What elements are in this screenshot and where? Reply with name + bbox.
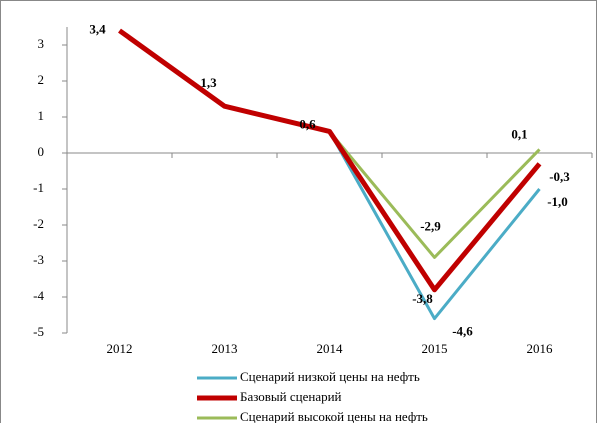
data-label: 0,6 xyxy=(299,116,316,131)
y-tick-label: 0 xyxy=(38,144,45,159)
x-tick-label: 2016 xyxy=(527,341,554,356)
y-tick-label: 1 xyxy=(38,108,45,123)
data-label: -3,8 xyxy=(412,291,433,306)
y-tick-label: -3 xyxy=(33,252,44,267)
y-tick-label: -5 xyxy=(33,324,44,339)
legend-label: Базовый сценарий xyxy=(240,389,342,404)
y-tick-label: -2 xyxy=(33,216,44,231)
y-tick-label: 3 xyxy=(38,36,45,51)
series-line xyxy=(118,28,542,293)
x-tick-label: 2013 xyxy=(212,341,238,356)
x-tick-label: 2012 xyxy=(107,341,133,356)
series-line xyxy=(328,130,541,259)
y-tick-label: -1 xyxy=(33,180,44,195)
series-line xyxy=(328,130,541,321)
x-tick-label: 2014 xyxy=(317,341,344,356)
y-tick-label: 2 xyxy=(38,72,45,87)
data-label: -1,0 xyxy=(547,194,568,209)
x-tick-label: 2015 xyxy=(422,341,448,356)
data-label: 1,3 xyxy=(200,75,217,90)
data-label: -2,9 xyxy=(420,218,441,233)
data-label: -0,3 xyxy=(549,169,570,184)
y-tick-label: -4 xyxy=(33,288,44,303)
data-label: 3,4 xyxy=(89,22,106,37)
legend-label: Сценарий высокой цены на нефть xyxy=(240,409,428,423)
legend-label: Сценарий низкой цены на нефть xyxy=(240,369,420,384)
data-label: -4,6 xyxy=(452,324,473,339)
data-label: 0,1 xyxy=(511,126,527,141)
